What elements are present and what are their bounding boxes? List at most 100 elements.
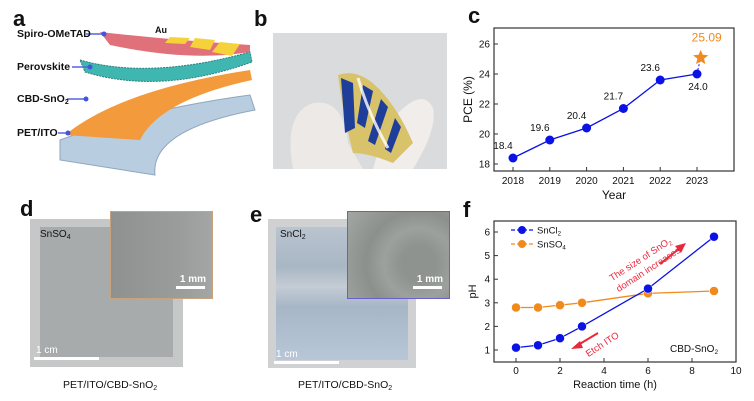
ph-point: [511, 302, 521, 313]
inset-scale-bar: [176, 286, 205, 289]
panel-label-d: d: [20, 196, 34, 221]
ph-point: [643, 283, 653, 294]
x-tick-label: 8: [689, 366, 695, 377]
record-star-icon: [693, 49, 709, 65]
y-tick-label: 6: [484, 228, 490, 239]
device-stripe: [368, 99, 388, 145]
y-tick-label: 20: [479, 130, 491, 141]
layer-label-pet-ito: PET/ITO: [17, 127, 58, 139]
sno2-layer: [65, 70, 252, 140]
pce-data-label: 24.0: [688, 82, 708, 93]
sample-label-text: SnSO: [40, 229, 67, 240]
ph-point: [511, 342, 521, 353]
sncl2-inset-micrograph: 1 mm: [347, 211, 450, 299]
caption-text: PET/ITO/CBD-SnO: [63, 379, 154, 391]
record-pce-label: 25.09: [692, 31, 722, 45]
layer-label-au: Au: [155, 25, 167, 35]
x-axis-label: Year: [602, 188, 626, 202]
ph-point: [533, 302, 543, 313]
device-stripe: [357, 85, 373, 128]
pce-data-label: 18.4: [493, 141, 513, 152]
scale-bar: [274, 361, 339, 364]
panel-label-c: c: [468, 3, 481, 28]
scale-label: 1 cm: [36, 345, 58, 356]
pce-data-label: 21.7: [604, 92, 624, 103]
ph-point: [533, 340, 543, 351]
au-electrode: [165, 37, 190, 44]
legend-marker: [518, 226, 526, 234]
y-tick-label: 26: [479, 40, 491, 51]
pce-point: [582, 123, 592, 133]
subscript: 2: [153, 385, 158, 392]
device-structure-illustration: [58, 31, 256, 176]
x-tick-label: 2023: [686, 176, 709, 187]
subscript: 4: [66, 234, 71, 241]
pce-data-label: 23.6: [640, 63, 660, 74]
scale-bar: [34, 357, 99, 360]
ph-point: [577, 321, 587, 332]
ph-line-snso: [516, 290, 715, 309]
legend-marker: [518, 240, 526, 248]
x-tick-label: 2020: [575, 176, 598, 187]
x-tick-label: 2: [557, 366, 563, 377]
arrow-head-icon: [675, 243, 686, 253]
annotation-etch-ito: Etch ITO: [584, 330, 621, 360]
pointer-dot: [83, 96, 89, 102]
subscript: 2: [388, 385, 393, 392]
layer-label-perovskite: Perovskite: [17, 61, 71, 73]
inset-scale-bar: [413, 286, 442, 289]
x-tick-label: 2019: [539, 176, 562, 187]
scale-label: 1 cm: [276, 349, 298, 360]
gloved-finger: [290, 102, 363, 169]
plot-frame-f: [493, 220, 737, 363]
caption-e: PET/ITO/CBD-SnO2: [298, 379, 392, 392]
ph-point: [709, 231, 719, 242]
sample-label-sncl2: SnCl2: [280, 229, 306, 241]
device-stripe: [385, 118, 401, 153]
layer-label-sno2: CBD-SnO2: [17, 93, 69, 106]
y-tick-label: 18: [479, 160, 491, 171]
red-arrow-down: [577, 332, 599, 346]
x-tick-label: 4: [601, 366, 607, 377]
pce-data-label: 19.6: [530, 123, 550, 134]
perovskite-layer: [79, 51, 253, 82]
pce-point: [655, 75, 665, 85]
red-arrow-up: [659, 247, 681, 265]
y-tick-label: 22: [479, 100, 491, 111]
y-tick-label: 5: [484, 251, 490, 262]
panel-label-f: f: [463, 197, 471, 222]
sample-label-snso4: SnSO4: [40, 229, 71, 241]
subscript: 2: [64, 99, 69, 106]
inset-scale-label: 1 mm: [179, 274, 206, 285]
pce-line: [512, 73, 698, 159]
pce-point: [545, 135, 555, 145]
spiro-layer: [100, 32, 250, 56]
x-tick-label: 2021: [612, 176, 635, 187]
subscript: 2: [301, 234, 306, 241]
legend-label: SnSO4: [537, 240, 566, 252]
caption-d: PET/ITO/CBD-SnO2: [63, 379, 157, 392]
x-tick-label: 2018: [502, 176, 525, 187]
panel-label-b: b: [254, 6, 268, 31]
layer-label-spiro: Spiro-OMeTAD: [17, 28, 91, 40]
device-stripe: [341, 78, 355, 133]
pointer-dot: [65, 130, 71, 136]
pce-point: [618, 104, 628, 113]
x-tick-label: 10: [730, 366, 742, 377]
au-electrode: [190, 38, 215, 50]
x-tick-label: 2022: [649, 176, 672, 187]
light-reflection: [356, 77, 390, 149]
x-axis-label: Reaction time (h): [573, 379, 657, 391]
ph-point: [709, 286, 719, 296]
ph-point: [577, 298, 587, 308]
layer-label-sno2-text: CBD-SnO: [17, 93, 65, 105]
pce-data-label: 20.4: [567, 111, 587, 122]
plot-frame-c: [493, 27, 735, 172]
panel-label-e: e: [250, 202, 263, 227]
snso4-inset-micrograph: 1 mm: [110, 211, 213, 299]
y-tick-label: 2: [484, 322, 490, 333]
y-tick-label: 1: [484, 346, 490, 357]
annotation-cbd-sno2: CBD-SnO2: [670, 344, 718, 356]
flexible-device-photo: [273, 33, 447, 169]
